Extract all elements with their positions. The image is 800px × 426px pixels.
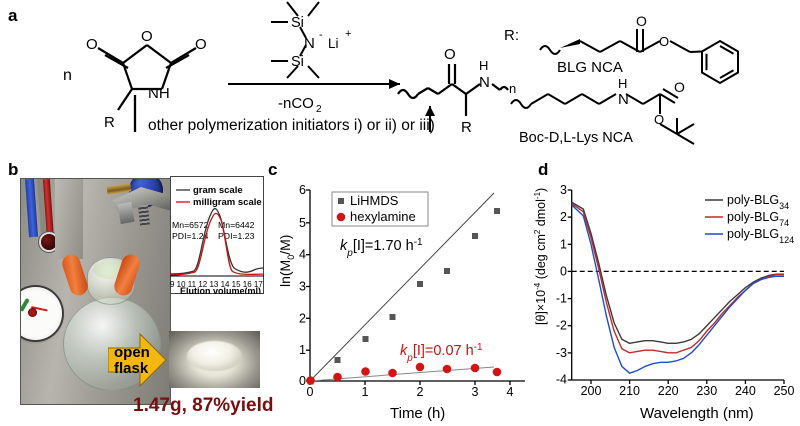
svg-text:0: 0 (299, 374, 306, 388)
svg-text:poly-BLG74: poly-BLG74 (727, 210, 789, 228)
svg-text:O: O (141, 28, 153, 45)
svg-text:0: 0 (560, 264, 567, 278)
svg-text:Boc-D,L-Lys NCA: Boc-D,L-Lys NCA (519, 130, 633, 146)
svg-text:H: H (479, 58, 488, 73)
svg-text:-3: -3 (556, 346, 567, 360)
svg-text:O: O (86, 36, 98, 53)
svg-text:200: 200 (581, 384, 602, 398)
svg-text:other polymerization initiator: other polymerization initiators i) or ii… (148, 117, 435, 134)
svg-text:milligram scale: milligram scale (193, 197, 262, 208)
svg-text:O: O (636, 13, 647, 29)
svg-text:poly-BLG34: poly-BLG34 (727, 193, 789, 211)
svg-text:Si: Si (291, 54, 304, 70)
svg-text:gram scale: gram scale (193, 185, 243, 196)
svg-text:+: + (345, 28, 351, 40)
svg-text:R: R (104, 114, 115, 131)
svg-text:Mn=6572: Mn=6572 (172, 220, 209, 230)
svg-text:1: 1 (560, 237, 567, 251)
svg-text:1: 1 (362, 385, 369, 399)
svg-text:-nCO: -nCO (278, 95, 314, 112)
svg-text:210: 210 (619, 384, 640, 398)
svg-text:2: 2 (417, 385, 424, 399)
svg-text:2: 2 (560, 210, 567, 224)
svg-text:H: H (618, 76, 627, 91)
svg-text:poly-BLG124: poly-BLG124 (727, 227, 794, 245)
svg-text:open: open (114, 344, 150, 361)
svg-text:-: - (319, 29, 323, 41)
svg-text:0: 0 (307, 385, 314, 399)
svg-text:kp[I]=1.70 h-1: kp[I]=1.70 h-1 (340, 237, 423, 259)
svg-text:2: 2 (299, 311, 306, 325)
svg-text:-4: -4 (556, 373, 567, 387)
svg-text:-1: -1 (556, 292, 567, 306)
svg-text:O: O (654, 112, 664, 127)
svg-text:2: 2 (316, 104, 322, 115)
svg-text:-2: -2 (556, 319, 567, 333)
svg-text:N: N (618, 91, 629, 108)
svg-text:220: 220 (658, 384, 679, 398)
svg-text:Elution volume(ml): Elution volume(ml) (180, 286, 261, 294)
svg-text:3: 3 (472, 385, 479, 399)
svg-text:N: N (479, 74, 490, 91)
svg-text:N: N (304, 35, 315, 52)
svg-text:O: O (659, 34, 669, 49)
svg-text:O: O (674, 79, 685, 95)
svg-text:3: 3 (299, 280, 306, 294)
svg-text:R:: R: (504, 27, 519, 44)
svg-text:n: n (63, 67, 72, 84)
svg-text:1: 1 (299, 343, 306, 357)
svg-text:R: R (461, 119, 472, 136)
svg-text:kp[I]=0.07 h-1: kp[I]=0.07 h-1 (400, 342, 483, 364)
svg-text:flask: flask (114, 360, 149, 377)
svg-text:3: 3 (560, 185, 567, 197)
svg-text:hexylamine: hexylamine (350, 209, 416, 224)
svg-text:4: 4 (299, 248, 306, 262)
svg-text:5: 5 (299, 216, 306, 230)
svg-text:Si: Si (291, 15, 304, 31)
svg-text:4: 4 (507, 385, 514, 399)
svg-text:NH: NH (148, 85, 170, 102)
svg-text:6: 6 (299, 185, 306, 197)
svg-text:O: O (444, 46, 456, 63)
svg-text:250: 250 (774, 384, 795, 398)
svg-text:n: n (509, 81, 516, 96)
svg-text:240: 240 (735, 384, 756, 398)
svg-text:230: 230 (696, 384, 717, 398)
svg-text:BLG NCA: BLG NCA (557, 59, 623, 76)
svg-text:O: O (195, 36, 207, 53)
svg-text:Li: Li (328, 36, 339, 51)
svg-text:LiHMDS: LiHMDS (350, 193, 399, 208)
